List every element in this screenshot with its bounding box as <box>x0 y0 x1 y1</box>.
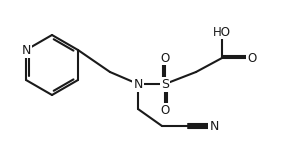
Text: O: O <box>160 103 170 116</box>
Text: HO: HO <box>213 26 231 38</box>
Text: O: O <box>247 51 257 65</box>
Text: N: N <box>209 120 219 132</box>
Text: N: N <box>133 77 143 91</box>
Text: N: N <box>21 43 31 57</box>
Text: S: S <box>161 77 169 91</box>
Text: O: O <box>160 51 170 65</box>
